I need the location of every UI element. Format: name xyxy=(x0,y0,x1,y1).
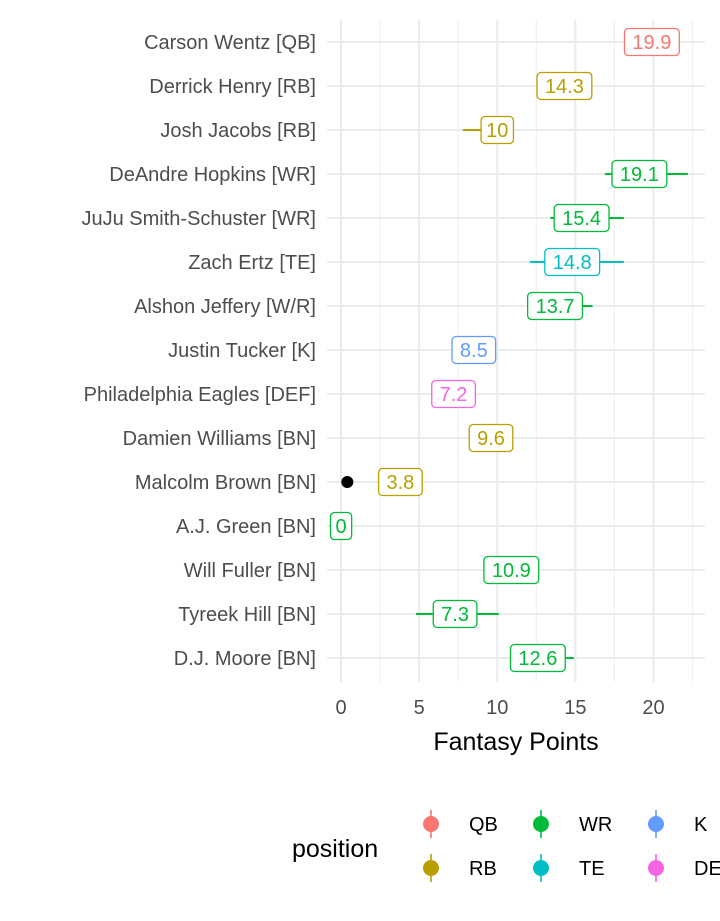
data-label: 7.2 xyxy=(440,384,468,406)
data-label: 10.9 xyxy=(492,560,531,582)
legend: position QB RB WR TE K DEF xyxy=(292,810,720,882)
legend-label: TE xyxy=(579,858,605,880)
data-label-box xyxy=(468,423,514,453)
legend-key-point xyxy=(648,860,664,876)
data-label-box xyxy=(451,335,497,365)
data-label: 19.9 xyxy=(632,32,671,54)
x-axis-title: Fantasy Points xyxy=(433,728,598,756)
data-label: 8.5 xyxy=(460,340,488,362)
data-label-box xyxy=(526,291,584,321)
data-label-box xyxy=(536,71,593,101)
x-tick-label: 0 xyxy=(335,697,346,719)
data-label: 9.6 xyxy=(477,428,505,450)
y-tick-label: Will Fuller [BN] xyxy=(184,560,316,582)
y-tick-label: A.J. Green [BN] xyxy=(176,516,316,538)
data-point xyxy=(341,476,354,488)
data-label: 19.1 xyxy=(620,164,659,186)
data-label: 3.8 xyxy=(387,472,415,494)
y-tick-label: Derrick Henry [RB] xyxy=(149,76,316,98)
legend-key-point xyxy=(533,860,549,876)
data-label-box xyxy=(544,247,601,277)
y-tick-label: Philadelphia Eagles [DEF] xyxy=(84,384,316,406)
legend-key-point xyxy=(423,860,439,876)
data-label: 14.3 xyxy=(545,76,584,98)
data-label: 0 xyxy=(335,516,346,538)
y-tick-label: Carson Wentz [QB] xyxy=(144,32,316,54)
legend-label: RB xyxy=(469,858,497,880)
y-tick-label: Alshon Jeffery [W/R] xyxy=(134,296,316,318)
y-axis-labels: Carson Wentz [QB] Derrick Henry [RB] Josh … xyxy=(81,32,316,670)
legend-label: QB xyxy=(469,814,498,836)
legend-label: WR xyxy=(579,814,612,836)
data-label-box xyxy=(432,599,478,629)
data-label-box xyxy=(483,555,540,585)
legend-title: position xyxy=(292,835,378,863)
data-label-box xyxy=(611,159,668,189)
data-label: 14.8 xyxy=(553,252,592,274)
legend-key-point xyxy=(648,816,664,832)
data-label: 7.3 xyxy=(441,604,469,626)
y-tick-label: Damien Williams [BN] xyxy=(123,428,316,450)
data-label: 13.7 xyxy=(536,296,575,318)
y-tick-label: Zach Ertz [TE] xyxy=(188,252,316,274)
y-tick-label: JuJu Smith-Schuster [WR] xyxy=(81,208,316,230)
data-label: 12.6 xyxy=(518,648,557,670)
data-label: 10 xyxy=(486,120,508,142)
data-label-box xyxy=(377,467,423,497)
data-label-box xyxy=(553,203,610,233)
data-label-box xyxy=(431,379,476,409)
legend-label: DEF xyxy=(694,858,720,880)
legend-key-point xyxy=(533,816,549,832)
x-tick-label: 5 xyxy=(414,697,425,719)
y-tick-label: Justin Tucker [K] xyxy=(168,340,316,362)
data-label-box xyxy=(623,27,680,57)
chart-marks: 19.9 14.3 10 19.1 15.4 14.8 13.7 8.5 7.2 9.6 3.8 0 1… xyxy=(329,27,688,673)
data-label-box xyxy=(480,115,515,145)
y-tick-label: DeAndre Hopkins [WR] xyxy=(109,164,316,186)
data-label-box xyxy=(509,643,566,673)
y-tick-label: Tyreek Hill [BN] xyxy=(178,604,316,626)
x-axis-labels: 0 5 10 15 20 xyxy=(335,697,664,719)
y-tick-label: D.J. Moore [BN] xyxy=(174,648,316,670)
data-label: 15.4 xyxy=(562,208,601,230)
y-tick-label: Malcolm Brown [BN] xyxy=(135,472,316,494)
legend-key-point xyxy=(423,816,439,832)
x-tick-label: 15 xyxy=(564,697,586,719)
y-tick-label: Josh Jacobs [RB] xyxy=(160,120,316,142)
x-tick-label: 10 xyxy=(486,697,508,719)
x-tick-label: 20 xyxy=(642,697,664,719)
data-label-box xyxy=(329,511,353,541)
legend-label: K xyxy=(694,814,708,836)
